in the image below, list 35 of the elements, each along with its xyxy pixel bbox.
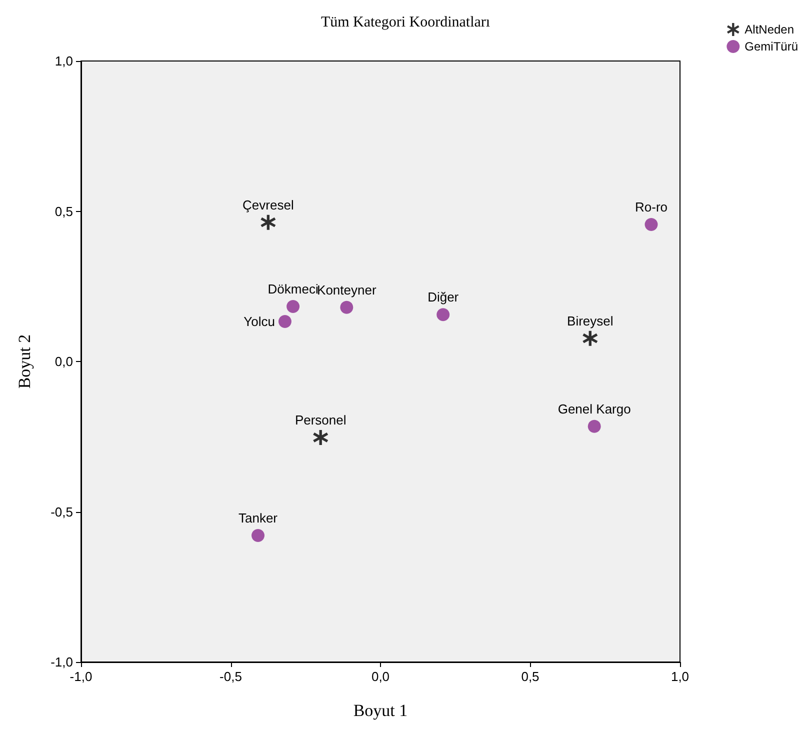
x-tick-label: -1,0: [70, 669, 92, 684]
annotation: Çevresel: [242, 197, 294, 212]
y-tick-label: 1,0: [54, 54, 73, 68]
point: [260, 214, 276, 230]
y-axis-title: Boyut 2: [15, 334, 34, 389]
point: [252, 528, 265, 542]
x-tick-label: 0,0: [371, 669, 390, 684]
x-tick-label: 0,5: [521, 669, 540, 684]
y-tick-label: 0,5: [54, 204, 73, 219]
annotation: Dökmeci: [268, 282, 318, 297]
point: [286, 300, 300, 314]
legend-label: GemiTürü: [744, 40, 798, 54]
y-tick-label: 0,0: [54, 354, 73, 369]
y-tick-label: -0,5: [50, 504, 73, 520]
point: [644, 218, 658, 231]
x-tick-label: -0,5: [220, 669, 242, 684]
y-tick-label: -1,0: [50, 654, 73, 670]
point: [340, 300, 354, 314]
point: [278, 315, 292, 328]
x-axis-title: Boyut 1: [353, 701, 408, 720]
point: [582, 330, 598, 346]
annotation: Bireysel: [567, 313, 614, 328]
chart-title: Tüm Kategori Koordinatları: [320, 14, 490, 30]
annotation: Ro-ro: [634, 199, 668, 214]
annotation: Genel Kargo: [558, 401, 631, 416]
annotation: Tanker: [238, 510, 278, 526]
annotation: Diğer: [428, 290, 460, 305]
point: [436, 308, 450, 322]
point: [313, 430, 328, 446]
point: [588, 420, 601, 433]
legend-label: AltNeden: [744, 22, 794, 36]
annotation: Personel: [294, 412, 346, 428]
annotation: Yolcu: [244, 314, 275, 330]
annotation: Konteyner: [317, 282, 377, 298]
x-tick-label: 1,0: [670, 669, 690, 684]
